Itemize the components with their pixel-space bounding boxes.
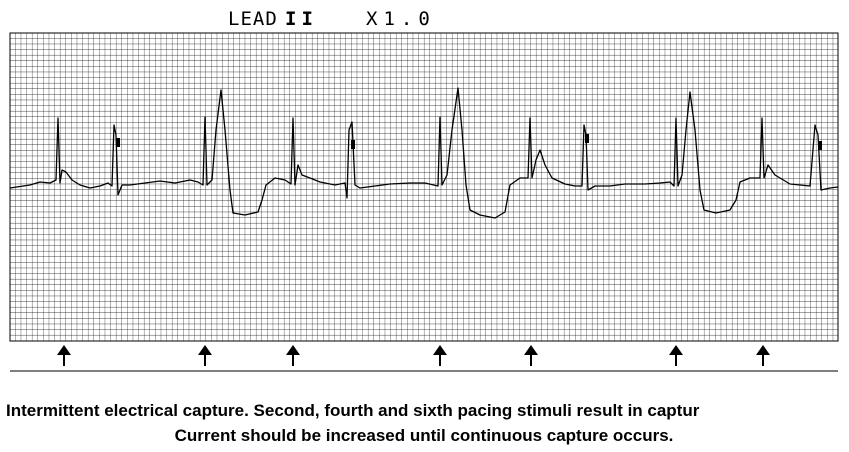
ecg-trace <box>9 87 839 219</box>
lead-number: II <box>285 8 318 30</box>
caption-line-2: Current should be increased until contin… <box>175 426 674 445</box>
lead-label: LEAD <box>228 8 278 30</box>
pacing-arrows <box>57 345 770 366</box>
caption-line-1: Intermittent electrical capture. Second,… <box>6 401 700 420</box>
pacer-markers <box>116 134 822 150</box>
gain-label: X1.0 <box>366 8 436 30</box>
ecg-grid <box>9 32 839 342</box>
